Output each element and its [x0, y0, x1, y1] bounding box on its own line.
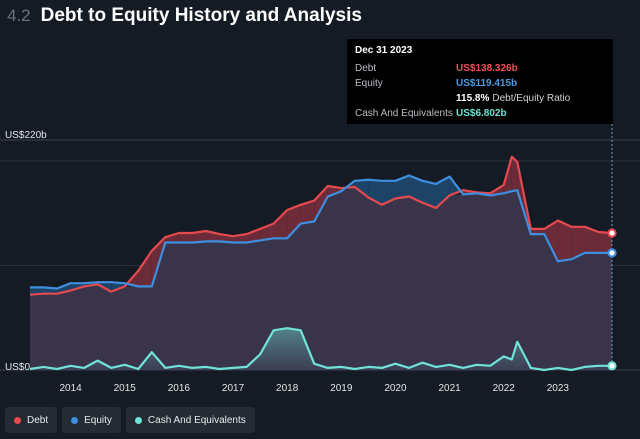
x-tick-label: 2019 [330, 383, 353, 394]
x-tick-label: 2017 [222, 383, 245, 394]
debt-end-dot [607, 228, 617, 238]
section-number: 4.2 [7, 6, 31, 25]
x-tick-label: 2015 [114, 383, 137, 394]
area-layer [30, 156, 612, 370]
debt-excess-area [530, 228, 545, 235]
tooltip-date: Dec 31 2023 [355, 45, 413, 56]
debt-excess-area [598, 232, 612, 253]
tooltip-equity-label: Equity [355, 78, 383, 89]
equity-excess-area [395, 175, 409, 199]
x-tick-label: 2021 [438, 383, 461, 394]
debt-excess-area [246, 228, 261, 243]
debt-excess-area [178, 233, 193, 243]
cash-line [29, 327, 612, 372]
debt-excess-area [511, 156, 518, 192]
legend-label: Debt [27, 414, 49, 426]
x-tick-label: 2023 [547, 383, 570, 394]
tooltip-ratio-value: 115.8% [456, 93, 490, 104]
tooltip-equity-value: US$119.415b [456, 78, 518, 89]
legend-dot-icon [134, 416, 142, 424]
equity-excess-area [381, 180, 396, 205]
debt-equity-chart: US$220b US$0 2014 2015 2016 2017 2018 2019 202… [0, 120, 640, 394]
legend-label: Equity [84, 414, 112, 426]
data-tooltip: Dec 31 2023 Debt US$138.326b Equity US$1… [347, 39, 613, 124]
legend-dot-icon [71, 416, 79, 424]
tooltip-row-ratio: 115.8% Debt/Equity Ratio [355, 91, 605, 106]
debt-excess-area [571, 226, 585, 260]
tooltip-row-debt: Debt US$138.326b [355, 61, 605, 76]
chart-header: 4.2 Debt to Equity History and Analysis [7, 5, 362, 29]
equity-line [30, 174, 612, 290]
tooltip-debt-value: US$138.326b [456, 63, 518, 74]
x-axis-ticks: 2014 2015 2016 2017 2018 2019 2020 2021 2022 2023 [59, 383, 569, 394]
debt-excess-area [314, 186, 328, 222]
tooltip-row-cash: Cash And Equivalents US$6.802b [355, 106, 605, 121]
debt-excess-area [300, 200, 315, 224]
tooltip-ratio-label: Debt/Equity Ratio [492, 93, 571, 104]
dot-layer [607, 228, 617, 371]
debt-excess-area [287, 204, 301, 239]
equity-excess-area [354, 179, 369, 198]
tooltip-row-equity: Equity US$119.415b [355, 76, 605, 91]
debt-excess-area [557, 220, 572, 262]
tooltip-cash-label: Cash And Equivalents [355, 108, 453, 119]
overlap-area [30, 187, 612, 370]
debt-line [29, 155, 613, 296]
x-tick-label: 2020 [384, 383, 407, 394]
debt-excess-area [544, 220, 558, 262]
x-tick-label: 2016 [168, 383, 191, 394]
y-bottom-label: US$0 [5, 362, 30, 373]
equity-excess-area [408, 175, 423, 203]
equity-excess-area [422, 180, 437, 208]
chart-title: Debt to Equity History and Analysis [40, 5, 362, 26]
x-tick-label: 2018 [276, 383, 299, 394]
legend-item-equity[interactable]: Equity [62, 407, 121, 433]
debt-excess-area [138, 250, 152, 287]
cash-end-dot [607, 361, 617, 371]
legend-item-cash[interactable]: Cash And Equivalents [125, 407, 255, 433]
legend-dot-icon [14, 416, 21, 424]
legend-item-debt[interactable]: Debt [5, 407, 58, 433]
debt-excess-area [273, 210, 288, 239]
debt-excess-area [165, 233, 179, 243]
chart-legend: Debt Equity Cash And Equivalents [5, 407, 255, 433]
debt-excess-area [192, 230, 206, 243]
y-top-label: US$220b [5, 130, 47, 141]
x-tick-label: 2022 [493, 383, 516, 394]
equity-excess-area [436, 176, 450, 208]
equity-end-dot [607, 248, 617, 258]
tooltip-debt-label: Debt [355, 63, 377, 74]
x-tick-label: 2014 [59, 383, 82, 394]
line-layer [29, 155, 613, 372]
legend-label: Cash And Equivalents [147, 414, 246, 426]
tooltip-cash-value: US$6.802b [456, 108, 507, 119]
debt-excess-area [584, 226, 599, 253]
